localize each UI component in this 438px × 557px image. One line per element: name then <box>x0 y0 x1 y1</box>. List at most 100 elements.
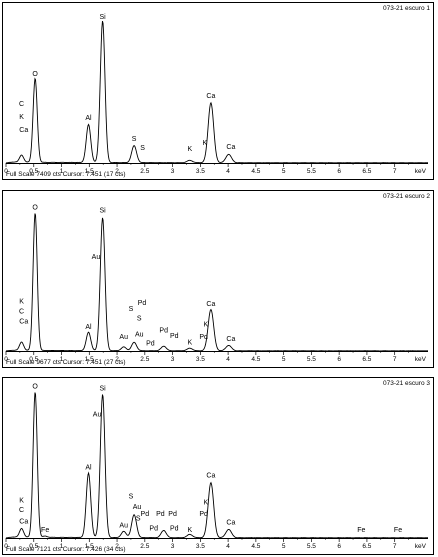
x-tick-label: 5 <box>282 168 286 175</box>
element-label: Ca <box>206 473 215 480</box>
x-tick-label: 1.5 <box>85 168 94 175</box>
x-tick-label: 1 <box>60 168 64 175</box>
spectrum-panel-3: 073-21 escuro 3 0 0.5 1 1.5 2 2.5 3 3.5 4 4.5 5 5.5… <box>2 377 434 555</box>
x-tick-label: 2.5 <box>140 168 149 175</box>
element-label: Al <box>85 464 92 471</box>
x-tick-label: 7 <box>393 543 397 550</box>
element-label: K <box>204 322 209 329</box>
element-label: Si <box>99 14 106 21</box>
element-label: Pd <box>159 328 168 335</box>
element-label: K <box>19 299 24 306</box>
element-label: Au <box>92 254 101 261</box>
element-label: Au <box>135 331 144 338</box>
spectrum-line <box>5 20 429 164</box>
element-label: O <box>32 383 38 390</box>
x-tick-label: 6 <box>337 168 341 175</box>
x-tick-label: 5 <box>282 543 286 550</box>
x-tick-label: 0 <box>4 543 8 550</box>
element-label: O <box>32 71 38 78</box>
x-tick-label: 7 <box>393 168 397 175</box>
x-tick-label: 6.5 <box>362 543 371 550</box>
x-tick-label: 4.5 <box>251 168 260 175</box>
element-label: Pd <box>170 526 179 533</box>
x-tick-label: 5 <box>282 356 286 363</box>
status-bar: Full Scale 7121 cts Cursor: 7.426 (34 ct… <box>6 546 126 553</box>
element-label: S <box>132 136 137 143</box>
x-tick-label: 4.5 <box>251 543 260 550</box>
element-label: Pd <box>168 511 177 518</box>
element-label: Au <box>119 523 128 530</box>
element-label: Au <box>119 334 128 341</box>
x-tick-label: 4 <box>226 543 230 550</box>
x-tick-label: 4.5 <box>251 356 260 363</box>
spectrum-panel-2: 073-21 escuro 2 0 0.5 1 1.5 2 2.5 3 3.5 4 4.5 5 5.5… <box>2 190 434 368</box>
element-label: S <box>129 306 134 313</box>
element-label: Au <box>133 504 142 511</box>
element-label: S <box>140 145 145 152</box>
element-label: Ca <box>19 127 28 134</box>
x-tick-label: 7 <box>393 356 397 363</box>
status-bar: Full Scale 9677 cts Cursor: 7.451 (27 ct… <box>6 359 126 366</box>
x-tick-label: 5.5 <box>307 356 316 363</box>
x-tick-label: 6 <box>337 356 341 363</box>
element-label: Ca <box>206 93 215 100</box>
element-label: S <box>129 494 134 501</box>
element-label: Pd <box>149 526 158 533</box>
spectrum-title: 073-21 escuro 1 <box>383 5 430 12</box>
element-label: K <box>187 146 192 153</box>
element-label: Pd <box>156 511 165 518</box>
x-tick-label: 0.5 <box>29 543 38 550</box>
x-tick-label: 3.5 <box>196 543 205 550</box>
element-label: Pd <box>146 341 155 348</box>
x-tick-label: 0.5 <box>29 168 38 175</box>
element-label: Au <box>93 411 102 418</box>
element-label: Ca <box>226 144 235 151</box>
spectrum-plot: 0 0.5 1 1.5 2 2.5 3 3.5 4 4.5 5 5.5 6 6.5 7 keVSiOCKCaA… <box>4 14 429 175</box>
element-label: Al <box>85 324 92 331</box>
x-tick-label: 6 <box>337 543 341 550</box>
x-tick-label: 0 <box>4 168 8 175</box>
x-axis-unit: keV <box>415 168 427 175</box>
x-tick-label: 1.5 <box>85 543 94 550</box>
x-tick-label: 4 <box>226 168 230 175</box>
x-tick-label: 2 <box>115 543 119 550</box>
element-label: Ca <box>206 301 215 308</box>
spectrum-line <box>5 392 429 539</box>
status-bar: Full Scale 7409 cts Cursor: 7.451 (17 ct… <box>6 171 126 178</box>
element-label: Pd <box>170 333 179 340</box>
x-tick-label: 3 <box>171 356 175 363</box>
x-tick-label: 0 <box>4 356 8 363</box>
spectrum-plot: 0 0.5 1 1.5 2 2.5 3 3.5 4 4.5 5 5.5 6 6.5 7 keVSiOAuKCC… <box>4 205 429 363</box>
element-label: Fe <box>357 527 365 534</box>
spectrum-panel-1: 073-21 escuro 1 0 0.5 1 1.5 2 2.5 3 3.5 4 4.5 5 5.5… <box>2 2 434 180</box>
element-label: Pd <box>138 300 147 307</box>
x-tick-label: 5.5 <box>307 168 316 175</box>
element-label: K <box>204 500 209 507</box>
x-tick-label: 4 <box>226 356 230 363</box>
element-label: Ca <box>226 519 235 526</box>
element-label: K <box>187 340 192 347</box>
spectrum-title: 073-21 escuro 3 <box>383 380 430 387</box>
element-label: K <box>19 114 24 121</box>
element-label: Fe <box>41 527 49 534</box>
element-label: Al <box>85 115 92 122</box>
element-label: Si <box>99 385 106 392</box>
element-label: O <box>32 205 38 212</box>
x-tick-label: 3.5 <box>196 356 205 363</box>
element-label: C <box>19 101 24 108</box>
element-label: C <box>19 507 24 514</box>
spectrum-title: 073-21 escuro 2 <box>383 193 430 200</box>
element-label: Ca <box>19 518 28 525</box>
x-tick-label: 6.5 <box>362 168 371 175</box>
element-label: S <box>137 315 142 322</box>
element-label: K <box>19 498 24 505</box>
element-label: Ca <box>19 318 28 325</box>
x-tick-label: 1.5 <box>85 356 94 363</box>
element-label: C <box>19 309 24 316</box>
x-tick-label: 2.5 <box>140 356 149 363</box>
element-label: Fe <box>394 527 402 534</box>
element-label: Pd <box>199 511 208 518</box>
element-label: S <box>136 515 141 522</box>
element-label: Ca <box>226 336 235 343</box>
